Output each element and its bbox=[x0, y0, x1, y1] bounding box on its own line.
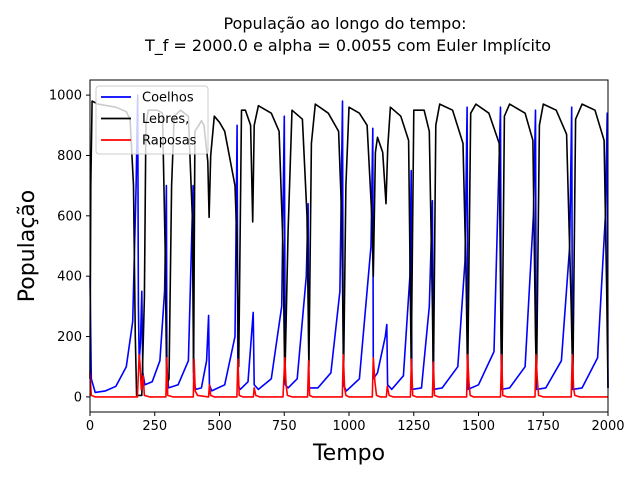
y-tick-label: 600 bbox=[57, 209, 82, 224]
legend-box bbox=[95, 85, 209, 155]
legend-label-2: Raposas bbox=[142, 134, 197, 149]
y-tick-label: 1000 bbox=[49, 89, 82, 104]
y-tick-label: 0 bbox=[74, 390, 82, 405]
y-tick-label: 200 bbox=[57, 330, 82, 345]
x-axis-label: Tempo bbox=[312, 441, 385, 466]
x-tick-label: 1000 bbox=[332, 419, 365, 434]
y-tick-label: 400 bbox=[57, 270, 82, 285]
series-layer bbox=[89, 94, 609, 398]
x-tick-label: 500 bbox=[207, 419, 232, 434]
x-tick-label: 0 bbox=[86, 419, 94, 434]
legend: Coelhos Lebres, Raposas bbox=[95, 85, 209, 155]
x-tick-label: 1250 bbox=[397, 419, 430, 434]
chart-title-line-1: População ao longo do tempo: bbox=[223, 14, 466, 33]
x-tick-label: 250 bbox=[142, 419, 167, 434]
y-axis: 0 200 400 600 800 1000 bbox=[49, 89, 90, 405]
series-line-2 bbox=[89, 353, 608, 398]
legend-label-0: Coelhos bbox=[142, 91, 194, 106]
x-tick-label: 2000 bbox=[591, 419, 624, 434]
x-tick-label: 750 bbox=[272, 419, 297, 434]
y-tick-label: 800 bbox=[57, 149, 82, 164]
x-tick-label: 1750 bbox=[527, 419, 560, 434]
y-axis-label: População bbox=[15, 190, 40, 302]
chart-title-line-2: T_f = 2000.0 e alpha = 0.0055 com Euler … bbox=[144, 36, 551, 56]
x-axis: 0 250 500 750 1000 1250 1500 1750 2000 bbox=[86, 412, 625, 434]
legend-label-1: Lebres, bbox=[142, 112, 189, 127]
x-tick-label: 1500 bbox=[462, 419, 495, 434]
